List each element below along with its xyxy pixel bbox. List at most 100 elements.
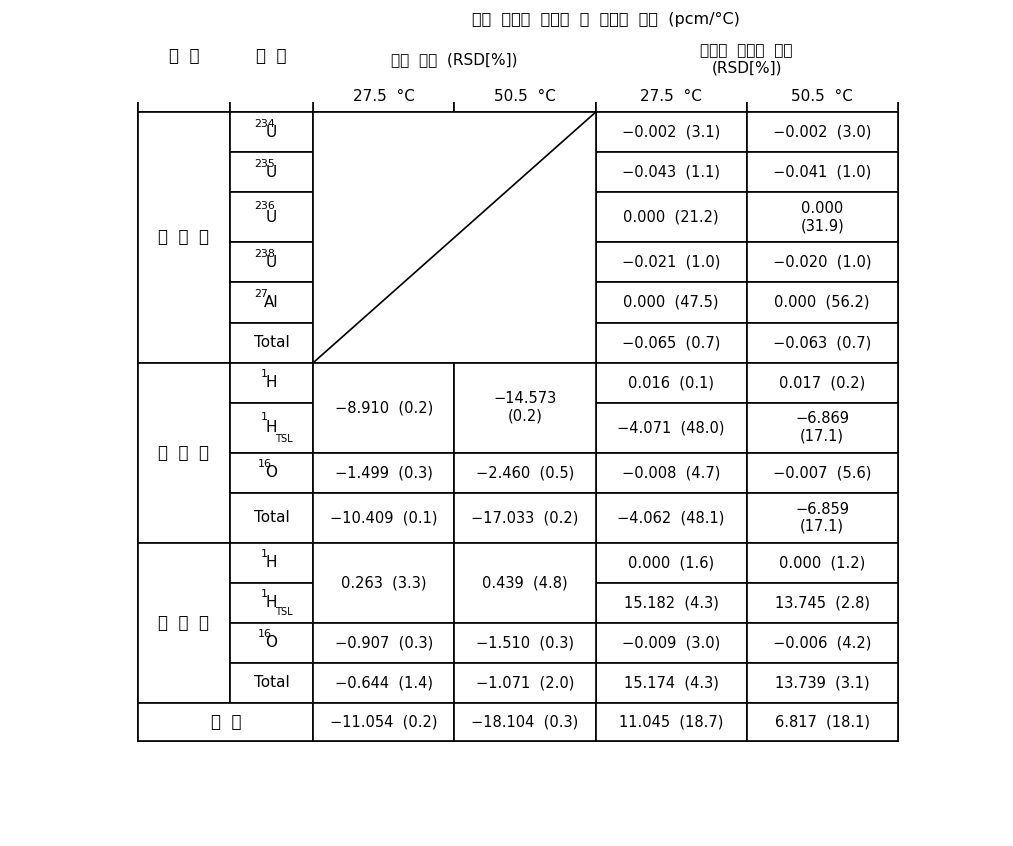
Text: −0.007  (5.6): −0.007 (5.6) [773,465,871,481]
Text: 0.000  (1.2): 0.000 (1.2) [779,555,865,570]
Text: −0.006  (4.2): −0.006 (4.2) [773,635,871,651]
Text: 27.5  °C: 27.5 °C [640,89,702,103]
Text: 0.000  (21.2): 0.000 (21.2) [623,210,719,225]
Text: −8.910  (0.2): −8.910 (0.2) [335,400,433,415]
Bar [596,623,747,663]
Text: 13.745  (2.8): 13.745 (2.8) [775,596,870,610]
Text: U: U [266,165,278,180]
Bar [138,703,313,741]
Text: H: H [265,375,278,390]
Bar [596,243,747,283]
Bar [230,663,313,703]
Text: 50.5  °C: 50.5 °C [791,89,853,103]
Bar [596,453,747,492]
Bar [313,38,596,80]
Text: 0.016  (0.1): 0.016 (0.1) [628,375,714,390]
Text: −0.002  (3.1): −0.002 (3.1) [622,125,720,140]
Bar [313,492,455,543]
Bar [596,363,747,403]
Text: −0.065  (0.7): −0.065 (0.7) [622,335,720,350]
Bar [138,0,230,113]
Text: −14.573
(0.2): −14.573 (0.2) [493,392,556,424]
Bar [747,363,898,403]
Text: 11.045  (18.7): 11.045 (18.7) [619,715,723,729]
Text: −18.104  (0.3): −18.104 (0.3) [471,715,578,729]
Text: −0.063  (0.7): −0.063 (0.7) [773,335,871,350]
Bar [747,543,898,583]
Text: 핵  연  료: 핵 연 료 [158,228,210,246]
Text: 1: 1 [261,589,268,599]
Bar [747,492,898,543]
Bar [747,192,898,243]
Text: 핵반응  단면적  섭동
(RSD[%]): 핵반응 단면적 섭동 (RSD[%]) [700,43,793,75]
Text: −4.062  (48.1): −4.062 (48.1) [617,510,724,525]
Text: −4.071  (48.0): −4.071 (48.0) [617,420,725,435]
Bar [747,703,898,741]
Text: 영  역: 영 역 [169,47,200,65]
Bar [313,623,455,663]
Bar [455,623,596,663]
Text: 0.000  (1.6): 0.000 (1.6) [628,555,714,570]
Bar [313,543,455,623]
Bar [455,80,596,113]
Text: 감  속  재: 감 속 재 [158,443,210,462]
Text: 16: 16 [257,459,271,469]
Bar [313,113,596,363]
Bar [596,80,747,113]
Text: 1: 1 [261,369,268,379]
Text: U: U [266,255,278,270]
Bar [230,543,313,583]
Bar [747,113,898,152]
Bar [230,583,313,623]
Bar [313,453,455,492]
Text: −0.008  (4.7): −0.008 (4.7) [622,465,720,481]
Text: U: U [266,210,278,225]
Text: −6.859
(17.1): −6.859 (17.1) [795,502,849,534]
Bar [747,403,898,453]
Text: 27.5  °C: 27.5 °C [353,89,415,103]
Bar [455,703,596,741]
Text: 0.263  (3.3): 0.263 (3.3) [341,575,426,591]
Text: 0.000
(31.9): 0.000 (31.9) [800,201,844,233]
Bar [747,283,898,322]
Text: 238: 238 [254,249,275,259]
Text: TSL: TSL [276,434,293,443]
Bar [747,322,898,363]
Text: H: H [265,420,278,435]
Text: −10.409  (0.1): −10.409 (0.1) [330,510,438,525]
Bar [230,403,313,453]
Bar [313,80,455,113]
Text: 1: 1 [261,549,268,559]
Bar [313,363,455,453]
Bar [230,192,313,243]
Bar [596,492,747,543]
Bar [230,492,313,543]
Bar [313,663,455,703]
Text: 6.817  (18.1): 6.817 (18.1) [775,715,870,729]
Text: −11.054  (0.2): −11.054 (0.2) [330,715,438,729]
Text: 0.017  (0.2): 0.017 (0.2) [779,375,865,390]
Text: −2.460  (0.5): −2.460 (0.5) [476,465,574,481]
Text: 합  계: 합 계 [211,713,241,731]
Text: −0.043  (1.1): −0.043 (1.1) [622,165,720,180]
Text: −1.499  (0.3): −1.499 (0.3) [335,465,433,481]
Bar [596,322,747,363]
Bar [747,152,898,192]
Text: TSL: TSL [276,607,293,617]
Text: 15.182  (4.3): 15.182 (4.3) [624,596,718,610]
Text: 13.739  (3.1): 13.739 (3.1) [775,675,869,690]
Text: −0.002  (3.0): −0.002 (3.0) [773,125,871,140]
Text: −17.033  (0.2): −17.033 (0.2) [471,510,578,525]
Text: 반  사  체: 반 사 체 [158,614,210,632]
Text: 1: 1 [261,412,268,421]
Text: −1.071  (2.0): −1.071 (2.0) [476,675,574,690]
Bar [596,663,747,703]
Bar [747,623,898,663]
Bar [747,80,898,113]
Bar [747,243,898,283]
Text: O: O [265,465,278,481]
Text: 16: 16 [257,629,271,639]
Bar [596,703,747,741]
Text: Total: Total [253,335,290,350]
Text: Total: Total [253,675,290,690]
